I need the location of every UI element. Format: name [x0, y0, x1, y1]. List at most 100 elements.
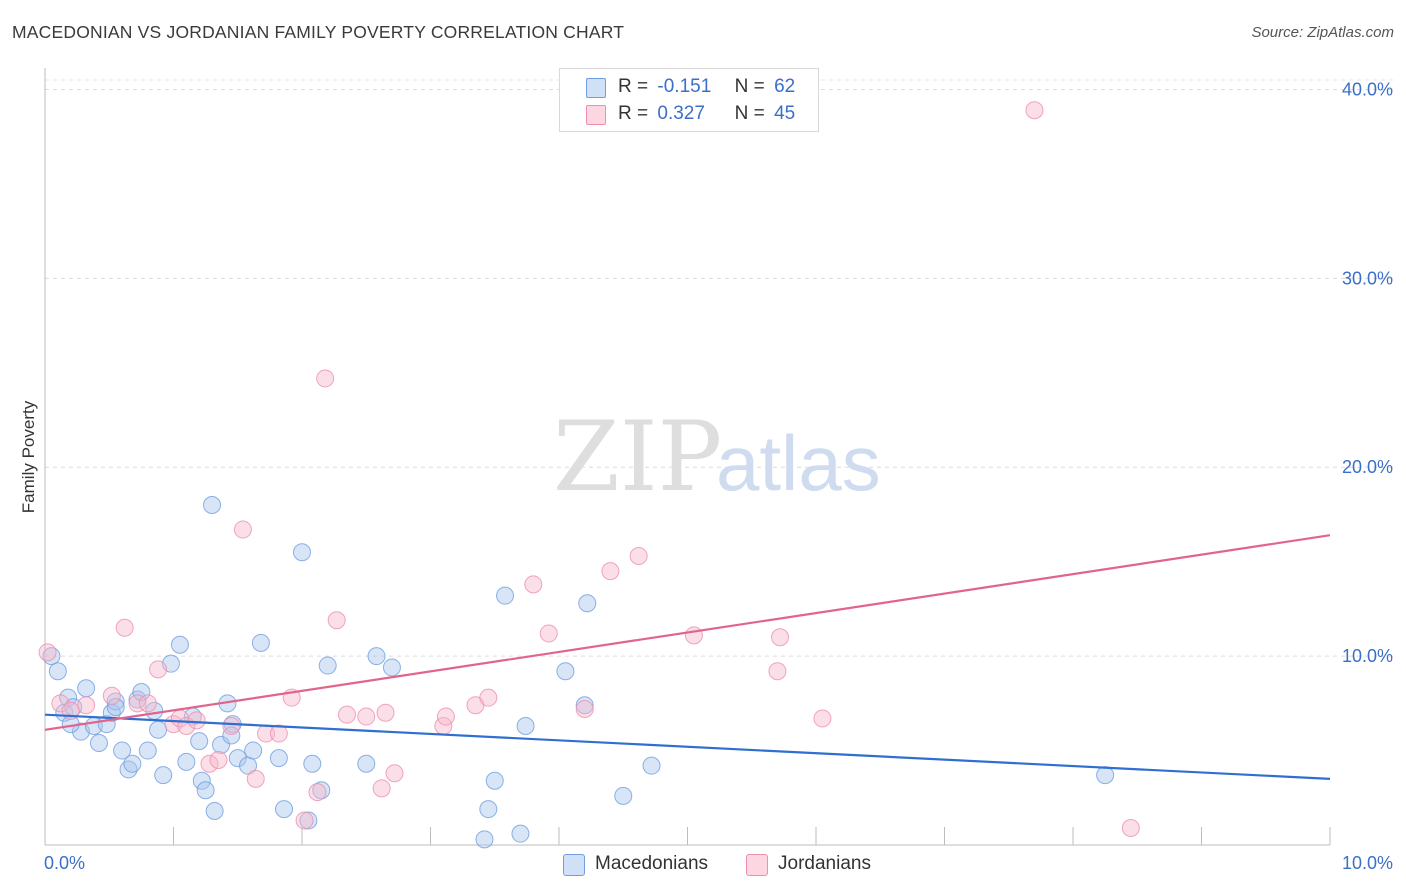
data-point — [575, 700, 594, 718]
data-point — [89, 734, 108, 752]
data-point — [228, 749, 247, 768]
legend-r-value: 0.327 — [657, 103, 705, 124]
data-point — [516, 717, 535, 735]
y-tick-label: 10.0% — [1342, 646, 1393, 666]
data-point — [138, 741, 157, 760]
legend-r-value: -0.151 — [657, 76, 712, 97]
tick-labels: 10.0% 20.0% 30.0% 40.0% 0.0% 10.0% — [44, 79, 1393, 873]
bottom-legend-swatch-macedonians — [563, 854, 585, 876]
data-point — [318, 656, 337, 675]
data-point — [269, 724, 288, 743]
data-point — [154, 766, 173, 785]
data-point — [768, 662, 787, 681]
y-tick-label: 20.0% — [1342, 457, 1393, 477]
data-point — [357, 707, 376, 726]
data-point — [629, 547, 648, 565]
data-point — [222, 717, 241, 735]
data-point — [614, 786, 633, 805]
data-point — [485, 771, 504, 790]
data-point — [601, 562, 620, 581]
legend-swatch-macedonians — [586, 78, 606, 98]
data-point — [209, 751, 228, 769]
data-point — [275, 800, 294, 819]
legend-n-value: 45 — [774, 103, 796, 124]
legend-swatch-jordanians — [586, 105, 606, 125]
data-point — [475, 830, 494, 849]
correlation-legend: R = -0.151 N = 62 R = 0.327 N = 45 — [559, 68, 819, 132]
legend-r-label: R = — [618, 103, 649, 124]
data-point — [200, 754, 219, 773]
data-point — [1121, 819, 1140, 837]
legend-n-label: N = — [734, 103, 765, 124]
data-point — [303, 754, 322, 773]
y-tick-label: 30.0% — [1342, 268, 1393, 288]
data-point — [299, 811, 318, 830]
data-point — [170, 635, 189, 654]
data-point — [539, 624, 558, 643]
grid-lines — [45, 79, 1395, 657]
data-point — [77, 696, 96, 715]
data-point — [575, 696, 594, 715]
data-point — [496, 586, 515, 605]
data-point — [149, 660, 168, 679]
chart-title: MACEDONIAN VS JORDANIAN FAMILY POVERTY C… — [12, 22, 625, 42]
data-point — [479, 800, 498, 819]
legend-n-label: N = — [734, 76, 765, 97]
data-point — [246, 769, 265, 788]
data-point — [177, 752, 196, 771]
bottom-legend-label-macedonians: Macedonians — [595, 853, 709, 874]
data-point — [479, 688, 498, 707]
data-point — [1096, 766, 1115, 785]
data-point — [436, 707, 455, 726]
data-point — [511, 824, 530, 843]
data-point — [128, 694, 147, 713]
data-point — [106, 698, 125, 717]
data-point — [233, 520, 252, 539]
data-point — [524, 575, 543, 594]
data-point — [293, 543, 311, 562]
x-tick-label: 0.0% — [44, 853, 85, 873]
data-point — [642, 756, 661, 775]
data-point — [212, 735, 231, 754]
data-point — [113, 741, 132, 760]
data-point — [1025, 101, 1044, 120]
source-label: Source: ZipAtlas.com — [1251, 24, 1394, 41]
data-point — [190, 732, 209, 751]
data-point — [115, 618, 134, 637]
watermark: ZIP atlas — [553, 401, 881, 513]
data-point — [196, 781, 215, 800]
data-point — [385, 764, 404, 783]
watermark-zip: ZIP — [553, 401, 722, 513]
data-point — [376, 703, 395, 722]
data-point — [244, 741, 263, 760]
data-point — [337, 705, 356, 724]
data-point — [556, 662, 575, 681]
data-point — [55, 703, 74, 722]
data-point — [327, 611, 346, 630]
legend-n-value: 62 — [774, 76, 796, 97]
bottom-legend-swatch-jordanians — [746, 854, 768, 876]
data-point — [269, 749, 288, 768]
data-point — [102, 686, 121, 705]
data-point — [38, 643, 57, 662]
data-point — [357, 754, 376, 773]
data-point — [149, 720, 168, 739]
data-point — [51, 694, 70, 713]
data-point — [132, 683, 151, 701]
data-point — [48, 662, 67, 681]
data-point — [813, 709, 832, 728]
data-point — [222, 726, 241, 745]
y-axis-title: Family Poverty — [19, 400, 38, 513]
data-point — [316, 369, 335, 388]
data-point — [251, 633, 270, 652]
data-point — [771, 628, 790, 647]
trend-line-jordanians — [44, 534, 1331, 731]
data-point — [367, 647, 386, 666]
data-point — [123, 754, 142, 773]
data-point — [382, 658, 401, 677]
series-macedonians — [42, 496, 1115, 849]
y-tick-label: 40.0% — [1342, 79, 1393, 99]
watermark-atlas: atlas — [716, 419, 881, 507]
data-point — [187, 711, 206, 730]
